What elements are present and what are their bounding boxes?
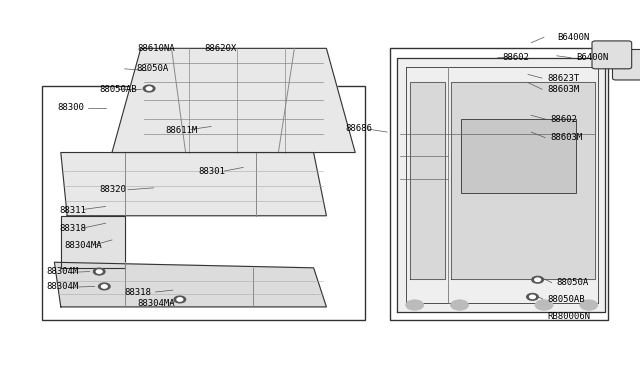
Text: 88050A: 88050A bbox=[136, 64, 168, 73]
Circle shape bbox=[143, 85, 155, 92]
Text: 88603M: 88603M bbox=[547, 85, 579, 94]
Circle shape bbox=[99, 283, 110, 290]
Circle shape bbox=[174, 296, 186, 303]
Text: 88304MA: 88304MA bbox=[64, 241, 102, 250]
Polygon shape bbox=[397, 58, 605, 312]
Bar bbox=[390, 48, 608, 320]
Text: B6400N: B6400N bbox=[576, 53, 608, 62]
Text: 88304M: 88304M bbox=[46, 267, 78, 276]
Text: B6400N: B6400N bbox=[557, 33, 589, 42]
Circle shape bbox=[535, 278, 540, 282]
Text: 88304MA: 88304MA bbox=[138, 299, 175, 308]
Polygon shape bbox=[54, 262, 326, 307]
Circle shape bbox=[93, 268, 105, 275]
Text: 88050AB: 88050AB bbox=[99, 85, 137, 94]
Polygon shape bbox=[61, 216, 125, 268]
Bar bbox=[42, 86, 365, 320]
Text: 88300: 88300 bbox=[58, 103, 84, 112]
Text: 88301: 88301 bbox=[198, 167, 225, 176]
Circle shape bbox=[406, 300, 424, 310]
Bar bbox=[461, 119, 576, 193]
Text: 88603M: 88603M bbox=[550, 133, 582, 142]
Circle shape bbox=[530, 295, 536, 298]
FancyBboxPatch shape bbox=[592, 41, 632, 69]
Text: 88686: 88686 bbox=[346, 124, 372, 133]
Text: 88311: 88311 bbox=[59, 206, 86, 215]
Text: 88050A: 88050A bbox=[557, 278, 589, 287]
Circle shape bbox=[147, 87, 152, 90]
Text: 88320: 88320 bbox=[99, 185, 126, 194]
Text: 88620X: 88620X bbox=[205, 44, 237, 53]
Circle shape bbox=[102, 285, 108, 288]
Text: 88602: 88602 bbox=[550, 115, 577, 124]
Polygon shape bbox=[451, 82, 595, 279]
Polygon shape bbox=[410, 82, 445, 279]
Text: 88610NA: 88610NA bbox=[138, 44, 175, 53]
Polygon shape bbox=[61, 153, 326, 216]
Circle shape bbox=[451, 300, 468, 310]
Circle shape bbox=[527, 294, 538, 300]
Text: 88602: 88602 bbox=[502, 53, 529, 62]
Text: 88050AB: 88050AB bbox=[547, 295, 585, 304]
Circle shape bbox=[97, 270, 102, 273]
Text: RB80006N: RB80006N bbox=[547, 312, 590, 321]
Text: 88304M: 88304M bbox=[46, 282, 78, 291]
Circle shape bbox=[177, 298, 183, 301]
Text: 88318: 88318 bbox=[125, 288, 152, 296]
Text: 88318: 88318 bbox=[59, 224, 86, 233]
Circle shape bbox=[535, 300, 553, 310]
Circle shape bbox=[580, 300, 598, 310]
Text: 88611M: 88611M bbox=[165, 126, 197, 135]
Polygon shape bbox=[112, 48, 355, 153]
FancyBboxPatch shape bbox=[612, 49, 640, 80]
Text: 88623T: 88623T bbox=[547, 74, 579, 83]
Circle shape bbox=[532, 276, 543, 283]
